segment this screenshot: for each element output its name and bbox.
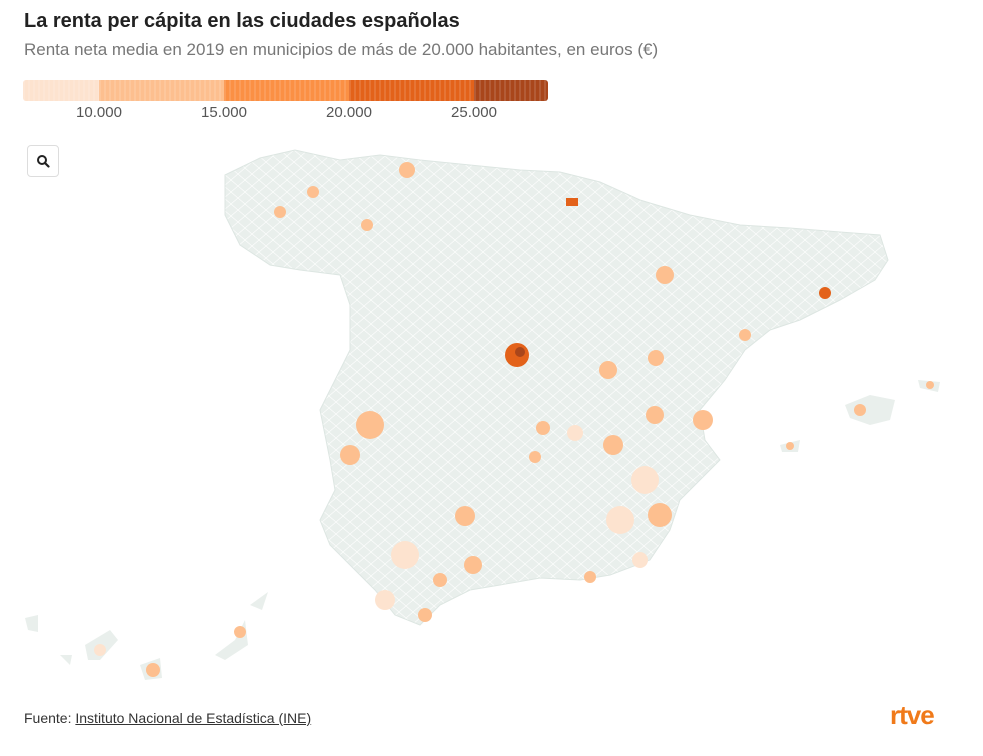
legend-tick: 25.000 xyxy=(451,104,497,121)
search-icon xyxy=(37,155,50,168)
legend-step-1 xyxy=(23,80,99,101)
rtve-logo[interactable]: rtve xyxy=(890,700,935,730)
legend-step-4 xyxy=(349,80,474,101)
spain-map[interactable] xyxy=(0,140,983,690)
source-note: Fuente: Instituto Nacional de Estadístic… xyxy=(24,710,311,726)
zoom-button[interactable] xyxy=(27,145,59,177)
legend-step-5 xyxy=(474,80,548,101)
legend-step-3 xyxy=(224,80,349,101)
legend-tick: 20.000 xyxy=(326,104,372,121)
source-label: Fuente: xyxy=(24,710,72,726)
peninsula xyxy=(224,149,889,626)
legend-step-2 xyxy=(99,80,224,101)
source-link[interactable]: Instituto Nacional de Estadística (INE) xyxy=(75,710,312,726)
legend-tick: 10.000 xyxy=(76,104,122,121)
color-legend xyxy=(23,80,548,101)
chart-title: La renta per cápita en las ciudades espa… xyxy=(24,10,460,32)
chart-subtitle: Renta neta media en 2019 en municipios d… xyxy=(24,40,659,59)
canary-islands xyxy=(25,592,268,680)
legend-tick: 15.000 xyxy=(201,104,247,121)
income-areas xyxy=(94,162,934,677)
